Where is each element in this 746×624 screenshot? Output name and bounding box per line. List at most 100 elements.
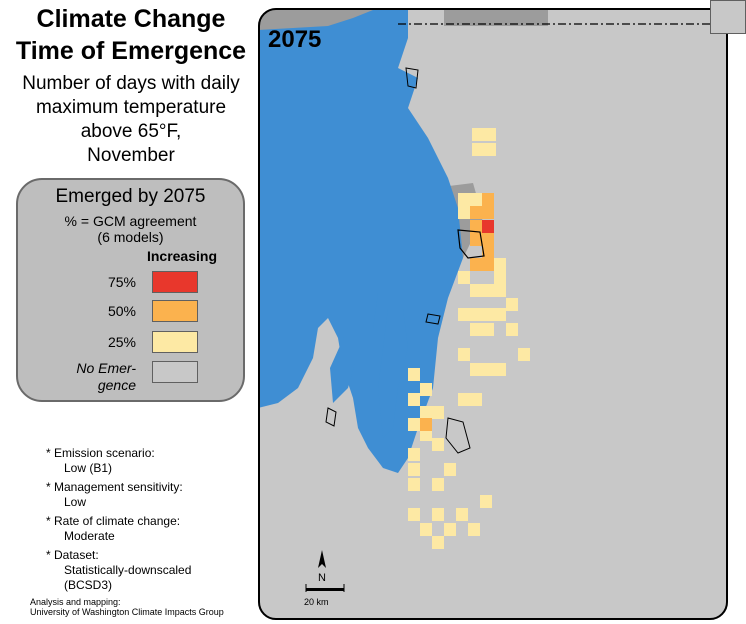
emergence-cell <box>432 478 444 491</box>
scale-bar <box>305 584 345 592</box>
emergence-cell <box>456 508 468 521</box>
note-management-label: * Management sensitivity: <box>46 480 183 494</box>
note-emission: * Emission scenario: Low (B1) <box>46 446 155 476</box>
emergence-cell <box>480 495 492 508</box>
emergence-cell <box>484 128 496 141</box>
emergence-cell <box>408 508 420 521</box>
note-rate-label: * Rate of climate change: <box>46 514 181 528</box>
legend-label-no-emergence-1: No Emer- <box>76 360 136 376</box>
emergence-cell <box>444 463 456 476</box>
water-body <box>258 8 463 473</box>
emergence-cell <box>482 284 494 297</box>
note-rate-value: Moderate <box>64 529 115 543</box>
subtitle-line-4: November <box>87 145 175 166</box>
emergence-cell <box>470 206 482 219</box>
subtitle-line-1: Number of days with daily <box>22 73 240 94</box>
emergence-cells <box>408 128 530 549</box>
emergence-cell <box>494 271 506 284</box>
emergence-cell <box>432 438 444 451</box>
map-title-line-1: Climate Change <box>36 5 226 33</box>
emergence-cell <box>472 128 484 141</box>
emergence-cell <box>470 284 482 297</box>
emergence-cell <box>482 193 494 206</box>
outline-1 <box>405 67 419 89</box>
emergence-cell <box>506 298 518 311</box>
note-emission-label: * Emission scenario: <box>46 446 155 460</box>
emergence-cell <box>494 363 506 376</box>
emergence-cell <box>494 284 506 297</box>
emergence-cell <box>470 220 482 233</box>
note-dataset-value-1: Statistically-downscaled <box>64 563 192 577</box>
legend-swatch-50 <box>152 300 198 322</box>
emergence-cell <box>420 523 432 536</box>
emergence-cell <box>468 523 480 536</box>
outline-3 <box>445 417 471 454</box>
subtitle-line-3: above 65°F, <box>80 121 182 142</box>
emergence-cell <box>482 220 494 233</box>
emergence-cell <box>408 478 420 491</box>
emergence-cell <box>458 393 470 406</box>
emergence-cell <box>408 368 420 381</box>
map-panel <box>258 8 728 620</box>
emergence-cell <box>506 323 518 336</box>
emergence-cell <box>458 193 470 206</box>
note-rate: * Rate of climate change: Moderate <box>46 514 180 544</box>
inset-box <box>710 0 746 34</box>
emergence-cell <box>482 323 494 336</box>
credit-line-2: University of Washington Climate Impacts… <box>30 607 224 617</box>
emergence-cell <box>518 348 530 361</box>
outline-5 <box>425 313 441 325</box>
emergence-cell <box>482 308 494 321</box>
note-management-value: Low <box>64 495 87 509</box>
note-dataset-value-2: (BCSD3) <box>64 578 113 592</box>
emergence-cell <box>420 418 432 431</box>
scale-label: 20 km <box>304 597 329 607</box>
note-dataset: * Dataset: Statistically-downscaled (BCS… <box>46 548 191 593</box>
legend-subtitle-line-2: (6 models) <box>97 229 164 245</box>
emergence-cell <box>470 308 482 321</box>
emergence-cell <box>470 193 482 206</box>
inlet-west <box>330 293 378 403</box>
emergence-cell <box>408 418 420 431</box>
emergence-cell <box>470 258 482 271</box>
emergence-cell <box>482 363 494 376</box>
emergence-cell <box>458 271 470 284</box>
emergence-cell <box>444 523 456 536</box>
map-year-label: 2075 <box>268 26 322 53</box>
north-label: N <box>318 572 326 584</box>
emergence-cell <box>482 246 494 259</box>
legend-label-50: 50% <box>107 303 136 319</box>
emergence-cell <box>408 463 420 476</box>
emergence-cell <box>420 406 432 419</box>
legend-swatch-75 <box>152 271 198 293</box>
legend-title: Emerged by 2075 <box>55 186 206 207</box>
note-emission-value: Low (B1) <box>64 461 113 475</box>
emergence-cell <box>484 143 496 156</box>
legend-box: Emerged by 2075 % = GCM agreement (6 mod… <box>16 178 245 402</box>
outline-4 <box>325 407 337 427</box>
map-title-line-2: Time of Emergence <box>15 37 247 65</box>
emergence-cell <box>458 308 470 321</box>
legend-subtitle-line-1: % = GCM agreement <box>64 213 197 229</box>
legend-swatch-no-emergence <box>152 361 198 383</box>
emergence-cell <box>458 206 470 219</box>
emergence-cell <box>494 258 506 271</box>
emergence-cell <box>432 508 444 521</box>
outside-region-north <box>444 8 548 26</box>
subtitle-line-2: maximum temperature <box>35 97 227 118</box>
legend-label-25: 25% <box>107 334 136 350</box>
emergence-cell <box>420 383 432 396</box>
legend-label-no-emergence-2: gence <box>97 377 136 393</box>
legend-swatch-25 <box>152 331 198 353</box>
emergence-cell <box>482 206 494 219</box>
note-dataset-label: * Dataset: <box>46 548 99 562</box>
emergence-cell <box>470 233 482 246</box>
emergence-cell <box>458 348 470 361</box>
outline-2 <box>457 229 485 259</box>
emergence-cell <box>420 428 432 441</box>
emergence-cell <box>432 536 444 549</box>
emergence-cell <box>470 393 482 406</box>
north-arrow-icon <box>318 550 326 568</box>
emergence-cell <box>470 323 482 336</box>
emergence-cell <box>482 258 494 271</box>
